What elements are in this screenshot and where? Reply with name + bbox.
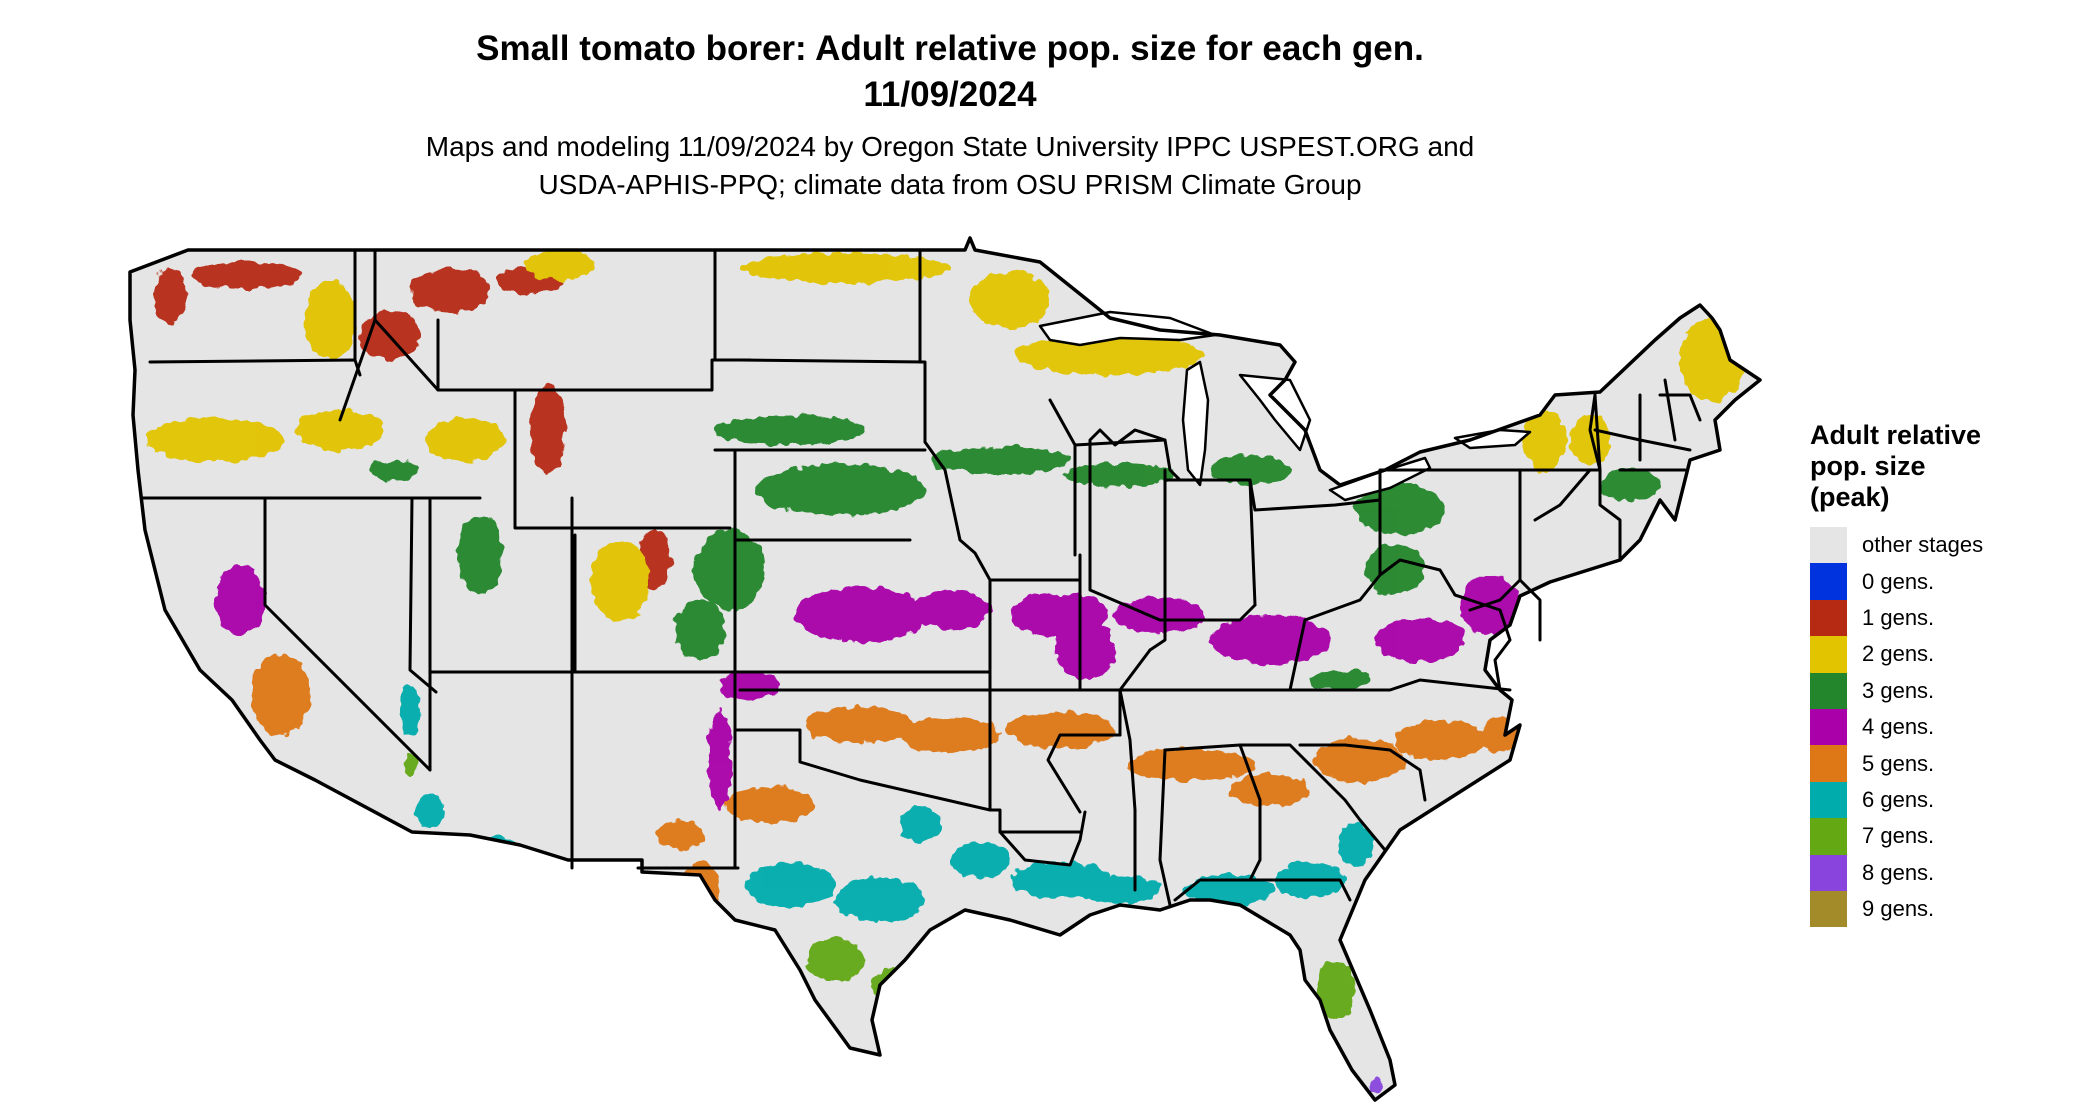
legend-label: 2 gens. xyxy=(1862,641,1935,667)
legend-item: 1 gens. xyxy=(1810,599,1983,637)
legend-swatch-8-gens xyxy=(1810,854,1847,891)
legend-label: 4 gens. xyxy=(1862,714,1935,740)
legend-swatch-5-gens xyxy=(1810,745,1847,782)
legend-item: other stages xyxy=(1810,527,1984,564)
subtitle-line-1: Maps and modeling 11/09/2024 by Oregon S… xyxy=(425,131,1475,162)
legend-label: 3 gens. xyxy=(1862,677,1935,703)
legend-item: 5 gens. xyxy=(1810,745,1983,782)
legend-swatch-4-gens xyxy=(1810,708,1847,746)
title-line-1: Small tomato borer: Adult relative pop. … xyxy=(476,29,1424,68)
legend-item: 8 gens. xyxy=(1810,854,1983,891)
map-title: Small tomato borer: Adult relative pop. … xyxy=(0,26,1900,118)
us-land xyxy=(130,238,1760,1100)
legend-item: 7 gens. xyxy=(1810,818,1983,855)
legend-swatch-0-gens xyxy=(1810,563,1847,600)
legend-title: Adult relative pop. size (peak) xyxy=(1810,420,1983,513)
map-subtitle: Maps and modeling 11/09/2024 by Oregon S… xyxy=(0,128,1900,204)
band-3-gen-regions xyxy=(370,415,1660,690)
legend-swatch-3-gens xyxy=(1810,672,1847,709)
legend-label: 9 gens. xyxy=(1862,896,1935,922)
state-boundaries xyxy=(141,248,1702,907)
title-line-2: 11/09/2024 xyxy=(863,75,1037,114)
band-1-gen-regions xyxy=(154,261,671,590)
legend-item: 3 gens. xyxy=(1810,672,1983,709)
legend-title-line: Adult relative xyxy=(1810,420,1982,450)
legend-label: 5 gens. xyxy=(1862,750,1935,776)
legend-label: 8 gens. xyxy=(1862,859,1935,885)
legend-swatch-2-gens xyxy=(1810,636,1847,673)
legend-swatch-other-stages xyxy=(1810,527,1847,564)
legend-item: 0 gens. xyxy=(1810,563,1983,600)
legend-swatch-9-gens xyxy=(1810,890,1847,928)
legend-item: 6 gens. xyxy=(1810,781,1983,819)
legend-label: 0 gens. xyxy=(1862,568,1935,594)
legend-swatch-7-gens xyxy=(1810,818,1847,855)
legend-title-line: pop. size xyxy=(1810,451,1926,481)
legend-items: other stages 0 gens. 1 gens. 2 gens. 3 g… xyxy=(1810,527,1984,928)
legend-item: 9 gens. xyxy=(1810,890,1983,928)
legend-label: 6 gens. xyxy=(1862,786,1935,812)
legend-swatch-6-gens xyxy=(1810,781,1847,819)
legend-label: 7 gens. xyxy=(1862,823,1935,849)
legend-swatch-1-gens xyxy=(1810,599,1847,637)
generation-bands xyxy=(145,250,1744,1094)
subtitle-line-2: USDA-APHIS-PPQ; climate data from OSU PR… xyxy=(538,169,1362,200)
band-5-gen-regions xyxy=(250,655,1520,920)
legend: Adult relative pop. size (peak) other st… xyxy=(1810,420,1984,928)
legend-label: 1 gens. xyxy=(1862,604,1935,630)
legend-item: 4 gens. xyxy=(1810,708,1983,746)
band-4-gen-regions xyxy=(215,565,1527,810)
legend-title-line: (peak) xyxy=(1810,482,1890,512)
legend-label: other stages xyxy=(1862,532,1984,558)
legend-item: 2 gens. xyxy=(1810,636,1983,673)
band-8-gen-regions xyxy=(1369,1076,1383,1094)
band-2-gen-regions xyxy=(145,250,1744,620)
band-6-gen-regions xyxy=(400,685,1373,922)
